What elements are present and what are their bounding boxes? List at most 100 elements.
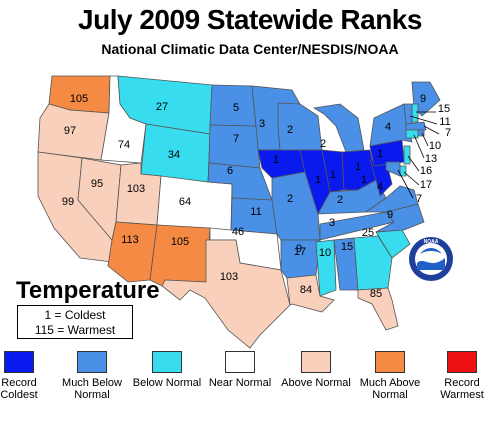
legend-swatch [375, 351, 405, 373]
rank-label-ms: 17 [294, 246, 306, 258]
rank-label-wi: 2 [287, 124, 293, 136]
rank-label-nv: 95 [91, 178, 103, 190]
state-va [364, 185, 419, 213]
state-ga [353, 235, 393, 291]
rank-label-ga: 15 [341, 241, 353, 253]
rank-label-mi: 2 [320, 138, 326, 150]
legend-swatch [77, 351, 107, 373]
leader-line-ct [413, 134, 425, 159]
rank-label-or: 97 [64, 125, 76, 137]
legend-label: Record Warmest [440, 377, 484, 401]
rank-label-ct: 13 [425, 153, 437, 165]
rank-label-wv: 1 [361, 174, 367, 186]
rank-key-warmest: 115 = Warmest [34, 323, 116, 337]
rank-label-wa: 105 [70, 93, 88, 105]
rank-label-mo: 2 [287, 193, 293, 205]
legend-label: Below Normal [132, 377, 202, 389]
rank-label-ne: 6 [227, 165, 233, 177]
state-wi [277, 102, 323, 151]
rank-label-nm: 105 [171, 236, 189, 248]
state-co [156, 175, 233, 231]
legend-item: Near Normal [205, 351, 275, 389]
rank-label-az: 113 [121, 234, 139, 246]
rank-label-oh: 1 [355, 161, 361, 173]
rank-label-ri: 10 [429, 140, 441, 152]
state-tx [161, 239, 291, 349]
rank-label-nj: 16 [420, 165, 432, 177]
rank-label-ma: 7 [445, 127, 451, 139]
rank-label-mt: 27 [156, 101, 168, 113]
legend-item: Above Normal [281, 351, 351, 389]
legend-label: Much Above Normal [359, 377, 421, 401]
rank-label-al: 10 [319, 247, 331, 259]
rank-label-nd: 5 [233, 102, 239, 114]
rank-label-tn: 3 [329, 217, 335, 229]
variable-label: Temperature [16, 277, 160, 304]
rank-label-wy: 34 [168, 149, 180, 161]
state-az [107, 221, 158, 283]
rank-label-ky: 2 [337, 194, 343, 206]
rank-label-ar: 9 [296, 243, 302, 255]
legend-label: Record Coldest [0, 377, 38, 401]
rank-key: 1 = Coldest 115 = Warmest [17, 305, 133, 339]
rank-label-nc: 9 [387, 209, 393, 221]
state-ms [315, 239, 337, 297]
legend-swatch [447, 351, 477, 373]
legend-item: Record Coldest [0, 351, 54, 401]
rank-label-md: 7 [416, 193, 422, 205]
rank-label-ny: 4 [385, 121, 391, 133]
rank-label-ca: 99 [62, 196, 74, 208]
leader-line-de [403, 171, 420, 186]
legend-item: Below Normal [132, 351, 202, 389]
rank-label-vt: 11 [439, 116, 450, 128]
leader-line-ma [423, 125, 440, 135]
state-de [399, 165, 407, 177]
state-md [385, 161, 401, 177]
state-sd [208, 124, 261, 169]
state-ma [405, 121, 427, 131]
leader-line-ri [421, 132, 429, 147]
rank-label-sc: 25 [362, 227, 374, 239]
rank-label-ok: 46 [232, 226, 244, 238]
rank-label-mn: 3 [259, 118, 265, 130]
legend-item: Record Warmest [427, 351, 497, 401]
rank-label-fl: 85 [370, 288, 382, 300]
rank-label-va: 4 [377, 181, 383, 193]
state-nj [403, 145, 411, 165]
state-nh [411, 103, 419, 123]
rank-label-in: 1 [330, 169, 336, 181]
state-fl [357, 287, 399, 331]
rank-label-ia: 1 [273, 154, 279, 166]
legend-swatch [4, 351, 34, 373]
svg-text:NOAA: NOAA [424, 239, 439, 245]
legend-label: Near Normal [208, 377, 272, 389]
legend-item: Much Above Normal [355, 351, 425, 401]
legend-label: Much Below Normal [62, 377, 122, 401]
rank-label-de: 17 [420, 179, 432, 191]
state-la [286, 274, 335, 313]
state-ct [405, 129, 419, 139]
legend-swatch [152, 351, 182, 373]
map-title: July 2009 Statewide Ranks [78, 4, 422, 35]
rank-label-il: 1 [315, 174, 321, 186]
rank-label-pa: 1 [377, 148, 383, 160]
legend-item: Much Below Normal [57, 351, 127, 401]
noaa-logo: NOAA [409, 237, 453, 281]
state-ny [369, 103, 413, 147]
map-subtitle: National Climatic Data Center/NESDIS/NOA… [101, 41, 399, 57]
rank-label-co: 64 [179, 196, 191, 208]
rank-label-id: 74 [118, 139, 130, 151]
legend-swatch [301, 351, 331, 373]
rank-label-tx: 103 [220, 271, 238, 283]
leader-line-vt [409, 115, 438, 125]
rank-key-coldest: 1 = Coldest [44, 308, 106, 322]
rank-label-sd: 7 [233, 133, 239, 145]
rank-label-me: 9 [420, 93, 426, 105]
rank-label-ks: 11 [250, 206, 261, 218]
legend-swatch [225, 351, 255, 373]
rank-label-la: 84 [300, 284, 312, 296]
rank-label-nh: 15 [438, 103, 450, 115]
leader-line-nj [407, 155, 420, 172]
leader-line-md [397, 169, 414, 199]
